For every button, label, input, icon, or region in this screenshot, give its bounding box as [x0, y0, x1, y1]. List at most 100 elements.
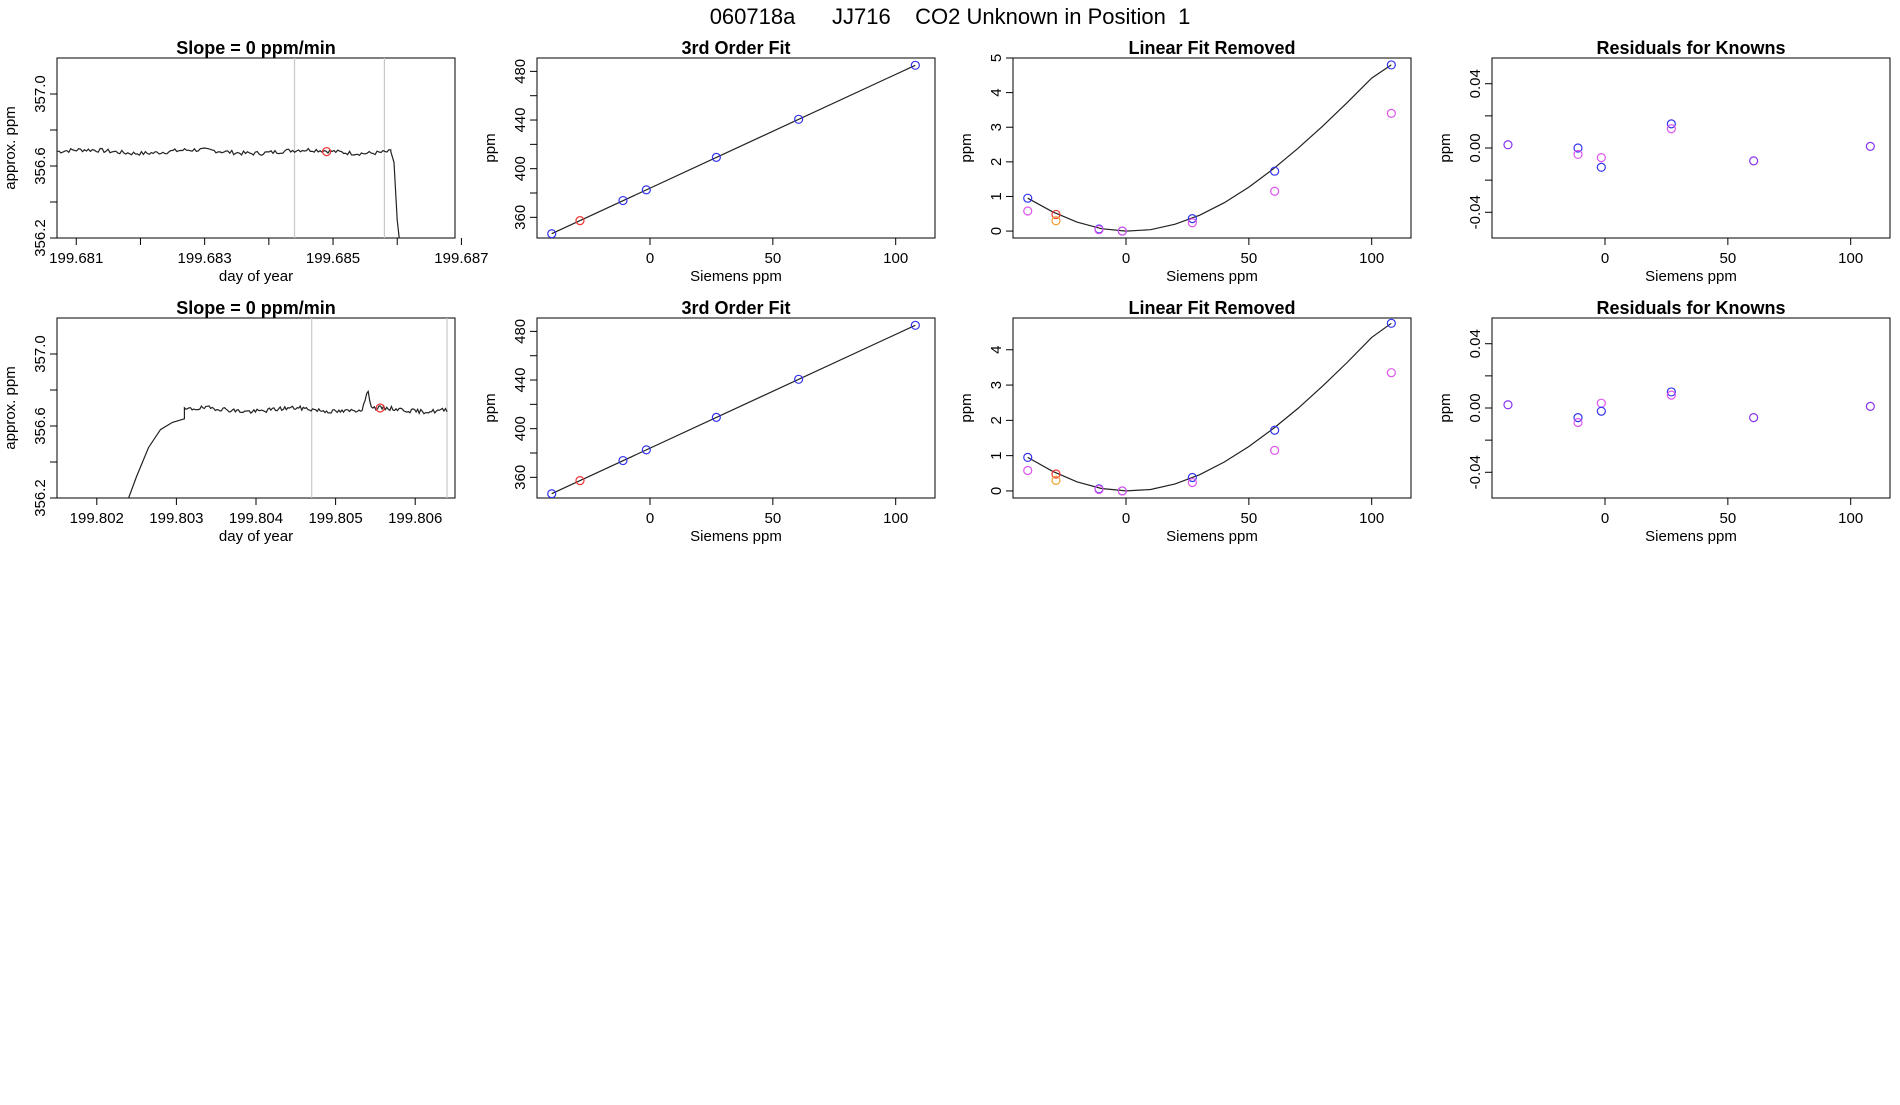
- trace-line: [57, 147, 400, 238]
- panel-r1-linear: Linear Fit Removed 0 50 100 Siemens ppm 0 1 2 3 4…: [958, 38, 1412, 285]
- y-tick-label: 480: [512, 59, 529, 84]
- plot-area: [1503, 119, 1875, 172]
- data-point: [1023, 465, 1033, 476]
- data-point: [1573, 417, 1583, 428]
- panel-title: Slope = 0 ppm/min: [176, 298, 336, 318]
- data-point: [1270, 425, 1280, 435]
- panel-r2-resid: Residuals for Knowns 0 50 100 Siemens ppm -0.…: [1437, 298, 1891, 545]
- plot-area: [1023, 60, 1396, 236]
- data-point: [1023, 193, 1033, 203]
- data-point: [1749, 156, 1759, 166]
- data-point: [1094, 225, 1104, 235]
- data-point: [575, 216, 585, 226]
- plot-area: [547, 60, 920, 238]
- y-axis-label: ppm: [482, 133, 499, 162]
- plot-frame: [56, 317, 456, 499]
- x-axis-label: day of year: [219, 268, 293, 285]
- x-tick-label: 0: [1122, 510, 1130, 527]
- plot-frame: [56, 57, 456, 239]
- y-tick-label: 0: [988, 487, 1005, 495]
- data-point: [1023, 206, 1033, 216]
- y-axis-label: approx. ppm: [2, 366, 19, 449]
- y-tick-label: 357.0: [32, 335, 49, 373]
- data-point: [1596, 153, 1606, 163]
- x-axis-label: Siemens ppm: [1645, 268, 1737, 285]
- plot-frame: [1491, 57, 1891, 239]
- plot-area: [1023, 318, 1396, 496]
- y-axis-label: ppm: [1437, 393, 1454, 422]
- y-tick-label: 4: [988, 88, 1005, 96]
- y-tick-label: 400: [512, 156, 529, 181]
- x-tick-label: 100: [1838, 250, 1863, 267]
- panel-r1-resid: Residuals for Knowns 0 50 100 Siemens ppm -0.…: [1437, 38, 1891, 285]
- trace-line: [128, 389, 448, 498]
- y-tick-label: 480: [512, 319, 529, 344]
- y-tick-label: 0.00: [1467, 393, 1484, 422]
- plot-area: [1503, 387, 1875, 428]
- data-point: [575, 476, 585, 486]
- data-point: [1051, 475, 1061, 485]
- data-point: [1051, 216, 1061, 226]
- y-tick-label: 0.04: [1467, 69, 1484, 98]
- data-point: [1666, 390, 1676, 400]
- data-point: [1503, 400, 1513, 410]
- y-tick-label: 356.6: [32, 147, 49, 185]
- x-axis-label: Siemens ppm: [690, 528, 782, 545]
- plot-frame: [1012, 317, 1412, 499]
- x-tick-label: 100: [1838, 510, 1863, 527]
- data-point: [1596, 406, 1606, 416]
- y-tick-label: 357.0: [32, 75, 49, 113]
- x-tick-label: 199.683: [178, 250, 232, 267]
- data-point: [1666, 124, 1676, 134]
- unknown-marker: [375, 403, 385, 413]
- data-point: [1270, 186, 1280, 196]
- data-point: [910, 320, 920, 330]
- y-tick-label: 2: [988, 158, 1005, 166]
- data-point: [794, 114, 804, 124]
- panel-r2-trace: Slope = 0 ppm/min 199.802 199.803 199.804 19…: [2, 298, 456, 545]
- data-point: [1865, 141, 1875, 151]
- data-point: [1596, 162, 1606, 172]
- x-tick-label: 199.804: [229, 510, 283, 527]
- data-point: [1187, 218, 1197, 228]
- y-tick-label: 3: [988, 123, 1005, 131]
- y-tick-label: 360: [512, 465, 529, 490]
- panel-title: Residuals for Knowns: [1596, 298, 1785, 318]
- x-tick-label: 199.802: [70, 510, 124, 527]
- y-tick-label: 0.04: [1467, 329, 1484, 358]
- page-title: 060718a JJ716 CO2 Unknown in Position 1: [709, 4, 1191, 29]
- data-point: [1386, 368, 1396, 378]
- y-axis-label: ppm: [958, 393, 975, 422]
- x-axis-label: Siemens ppm: [1166, 268, 1258, 285]
- data-point: [1117, 486, 1127, 496]
- data-point: [1573, 143, 1583, 153]
- panel-title: Linear Fit Removed: [1128, 298, 1295, 318]
- plot-area: [128, 318, 448, 498]
- panel-title: Linear Fit Removed: [1128, 38, 1295, 58]
- x-tick-label: 100: [1359, 510, 1384, 527]
- unknown-marker: [322, 147, 332, 157]
- data-point: [1386, 108, 1396, 118]
- y-tick-label: 3: [988, 381, 1005, 389]
- x-tick-label: 50: [1241, 510, 1258, 527]
- data-point: [1503, 140, 1513, 150]
- plot-area: [57, 58, 400, 238]
- x-tick-label: 199.803: [149, 510, 203, 527]
- y-tick-label: 5: [988, 54, 1005, 62]
- data-point: [1094, 484, 1104, 495]
- data-point: [711, 152, 721, 162]
- x-tick-label: 0: [1601, 510, 1609, 527]
- data-point: [1051, 209, 1061, 220]
- x-tick-label: 100: [883, 510, 908, 527]
- plot-frame: [536, 57, 936, 239]
- x-tick-label: 50: [1720, 510, 1737, 527]
- y-axis-label: approx. ppm: [2, 106, 19, 189]
- y-tick-label: 2: [988, 416, 1005, 424]
- panel-title: Slope = 0 ppm/min: [176, 38, 336, 58]
- y-tick-label: -0.04: [1467, 455, 1484, 489]
- panel-title: 3rd Order Fit: [681, 298, 790, 318]
- x-tick-label: 199.806: [388, 510, 442, 527]
- data-point: [547, 489, 557, 498]
